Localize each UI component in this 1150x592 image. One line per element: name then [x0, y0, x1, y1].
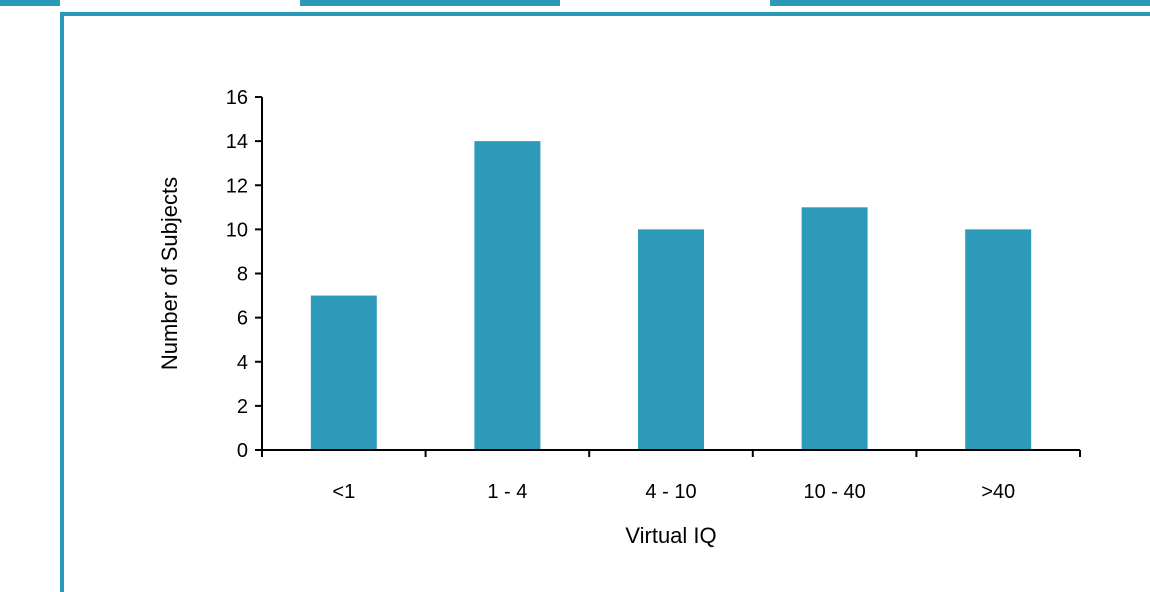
- x-tick-label: >40: [981, 481, 1015, 503]
- y-axis-ticks: 0 2 4 6 8 10 12 14 16: [226, 87, 262, 462]
- y-tick-label: 8: [237, 264, 248, 286]
- y-tick-label: 10: [226, 219, 248, 241]
- top-accent-middle: [300, 0, 560, 6]
- x-axis-ticks: <1 1 - 4 4 - 10 10 - 40 >40: [261, 450, 1081, 503]
- bar: [801, 207, 868, 450]
- bars: [310, 141, 1032, 450]
- y-tick-label: 16: [226, 87, 248, 109]
- y-tick-label: 0: [237, 440, 248, 462]
- y-axis-title: Number of Subjects: [157, 177, 182, 370]
- bar: [310, 295, 377, 450]
- y-tick-label: 6: [237, 308, 248, 330]
- bar: [474, 141, 541, 450]
- bar: [638, 229, 704, 450]
- x-axis-title: Virtual IQ: [625, 523, 716, 548]
- bar: [965, 229, 1032, 450]
- x-tick-label: <1: [332, 481, 355, 503]
- figure-frame: [60, 12, 1150, 592]
- x-tick-label: 4 - 10: [645, 481, 696, 503]
- x-tick-label: 1 - 4: [487, 481, 527, 503]
- y-tick-label: 12: [226, 175, 248, 197]
- top-accent-right: [770, 0, 1150, 6]
- y-tick-label: 14: [226, 131, 248, 153]
- top-accent-left: [0, 0, 60, 6]
- top-band: [0, 0, 1150, 10]
- y-tick-label: 2: [237, 396, 248, 418]
- x-tick-label: 10 - 40: [803, 481, 865, 503]
- y-tick-label: 4: [237, 352, 248, 374]
